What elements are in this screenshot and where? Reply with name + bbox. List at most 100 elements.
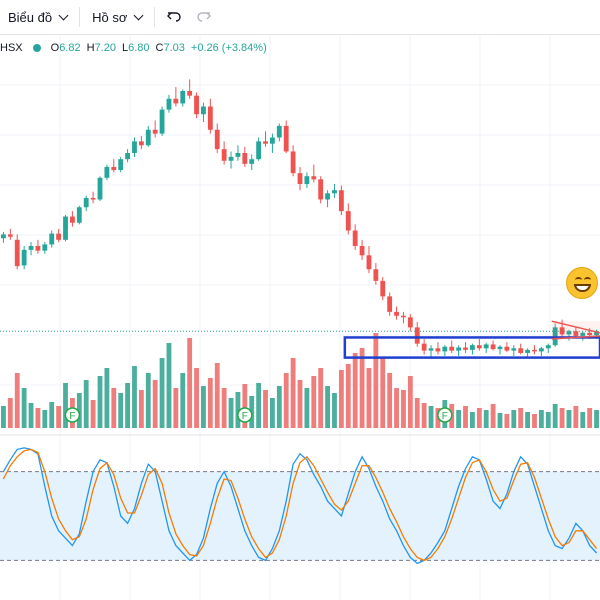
volume-bar xyxy=(14,373,20,428)
volume-bar xyxy=(380,358,386,428)
profile-menu-label: Hồ sơ xyxy=(92,9,128,25)
candle-body xyxy=(42,244,48,251)
candle-body xyxy=(145,129,151,146)
stochastic-band xyxy=(0,471,600,561)
volume-bar xyxy=(373,333,379,428)
event-marker-label: F xyxy=(69,411,75,422)
candle-body xyxy=(214,129,220,150)
volume-bar xyxy=(394,388,399,428)
volume-bar xyxy=(1,406,6,428)
volume-bar xyxy=(359,348,365,428)
candle-body xyxy=(173,98,179,104)
candle-body xyxy=(332,190,337,194)
high-value: 7.20 xyxy=(94,42,116,54)
volume-bar xyxy=(525,412,530,428)
volume-bar xyxy=(511,410,517,428)
volume-bar xyxy=(152,380,158,428)
volume-bar xyxy=(421,403,427,428)
candle-body xyxy=(311,176,317,180)
candle-body xyxy=(463,347,468,350)
candle-body xyxy=(325,193,330,200)
volume-bar xyxy=(83,380,89,428)
candle-body xyxy=(490,344,496,350)
candle-body xyxy=(566,331,572,335)
volume-bar xyxy=(352,353,358,428)
undo-button[interactable] xyxy=(159,0,189,34)
candle-body xyxy=(207,106,213,130)
ohlc-legend: HSX O 6.82 H 7.20 L 6.80 C 7.03 +0.26 (+3.84… xyxy=(0,38,267,58)
high-label: H xyxy=(86,42,95,54)
volume-bar xyxy=(366,368,372,428)
candle-body xyxy=(394,311,399,316)
redo-icon xyxy=(197,12,212,22)
volume-bar xyxy=(297,380,303,428)
volume-bar xyxy=(7,398,13,428)
volume-bar xyxy=(138,390,144,428)
volume-bar xyxy=(90,400,96,428)
undo-icon xyxy=(167,12,182,22)
volume-bar xyxy=(318,368,324,428)
candle-body xyxy=(407,317,413,328)
candle-body xyxy=(28,246,34,250)
toolbar-divider xyxy=(154,7,156,27)
candle-body xyxy=(545,345,551,349)
candle-body xyxy=(166,98,172,110)
candle-body xyxy=(152,129,158,134)
volume-bar xyxy=(325,386,330,428)
candle-body xyxy=(290,151,296,174)
candle-body xyxy=(118,159,124,171)
chart-menu-button[interactable]: Biểu đồ xyxy=(0,0,75,34)
volume-bar xyxy=(580,412,586,428)
candle-body xyxy=(476,345,482,349)
candle-body xyxy=(35,246,41,251)
candle-body xyxy=(338,190,344,212)
volume-bar xyxy=(228,398,234,428)
volume-bar xyxy=(414,398,420,428)
candle-body xyxy=(538,348,544,352)
volume-bar xyxy=(345,364,351,428)
emoji-eye xyxy=(584,277,591,283)
candle-body xyxy=(449,346,455,351)
volume-bar xyxy=(125,383,130,428)
candle-body xyxy=(401,315,406,318)
candle-body xyxy=(297,173,303,184)
profile-menu-button[interactable]: Hồ sơ xyxy=(84,0,150,34)
triangle-pattern-fill xyxy=(551,321,600,339)
volume-bar xyxy=(545,412,551,428)
candle-body xyxy=(559,327,565,335)
candle-body xyxy=(7,234,13,237)
close-label: C xyxy=(155,42,164,54)
candle-body xyxy=(83,197,89,208)
volume-bar xyxy=(180,373,186,428)
volume-bar xyxy=(97,376,103,428)
candle-body xyxy=(49,233,55,245)
volume-bar xyxy=(532,414,537,428)
candle-body xyxy=(573,331,579,336)
candle-body xyxy=(159,109,165,134)
candle-body xyxy=(111,166,117,171)
volume-bar xyxy=(242,384,248,428)
candle-body xyxy=(283,125,289,152)
volume-bar xyxy=(476,408,482,428)
grinning-face-icon[interactable] xyxy=(566,267,598,299)
top-toolbar: Biểu đồ Hồ sơ xyxy=(0,0,600,35)
candle-body xyxy=(414,327,420,344)
candle-body xyxy=(180,91,186,104)
volume-bar xyxy=(35,408,41,428)
volume-bar xyxy=(573,406,579,428)
candle-body xyxy=(201,106,206,115)
candle-body xyxy=(504,346,510,351)
candle-body xyxy=(470,345,475,350)
volume-bar xyxy=(263,390,268,428)
redo-button[interactable] xyxy=(189,0,219,34)
candle-body xyxy=(380,280,386,297)
chevron-down-icon xyxy=(58,10,69,21)
candle-body xyxy=(263,141,268,144)
volume-bar xyxy=(21,388,27,428)
volume-bar xyxy=(504,414,510,428)
low-value: 6.80 xyxy=(128,42,150,54)
change-value: +0.26 (+3.84%) xyxy=(190,42,267,54)
candle-body xyxy=(104,166,110,178)
symbol-exchange: HSX xyxy=(0,42,23,54)
